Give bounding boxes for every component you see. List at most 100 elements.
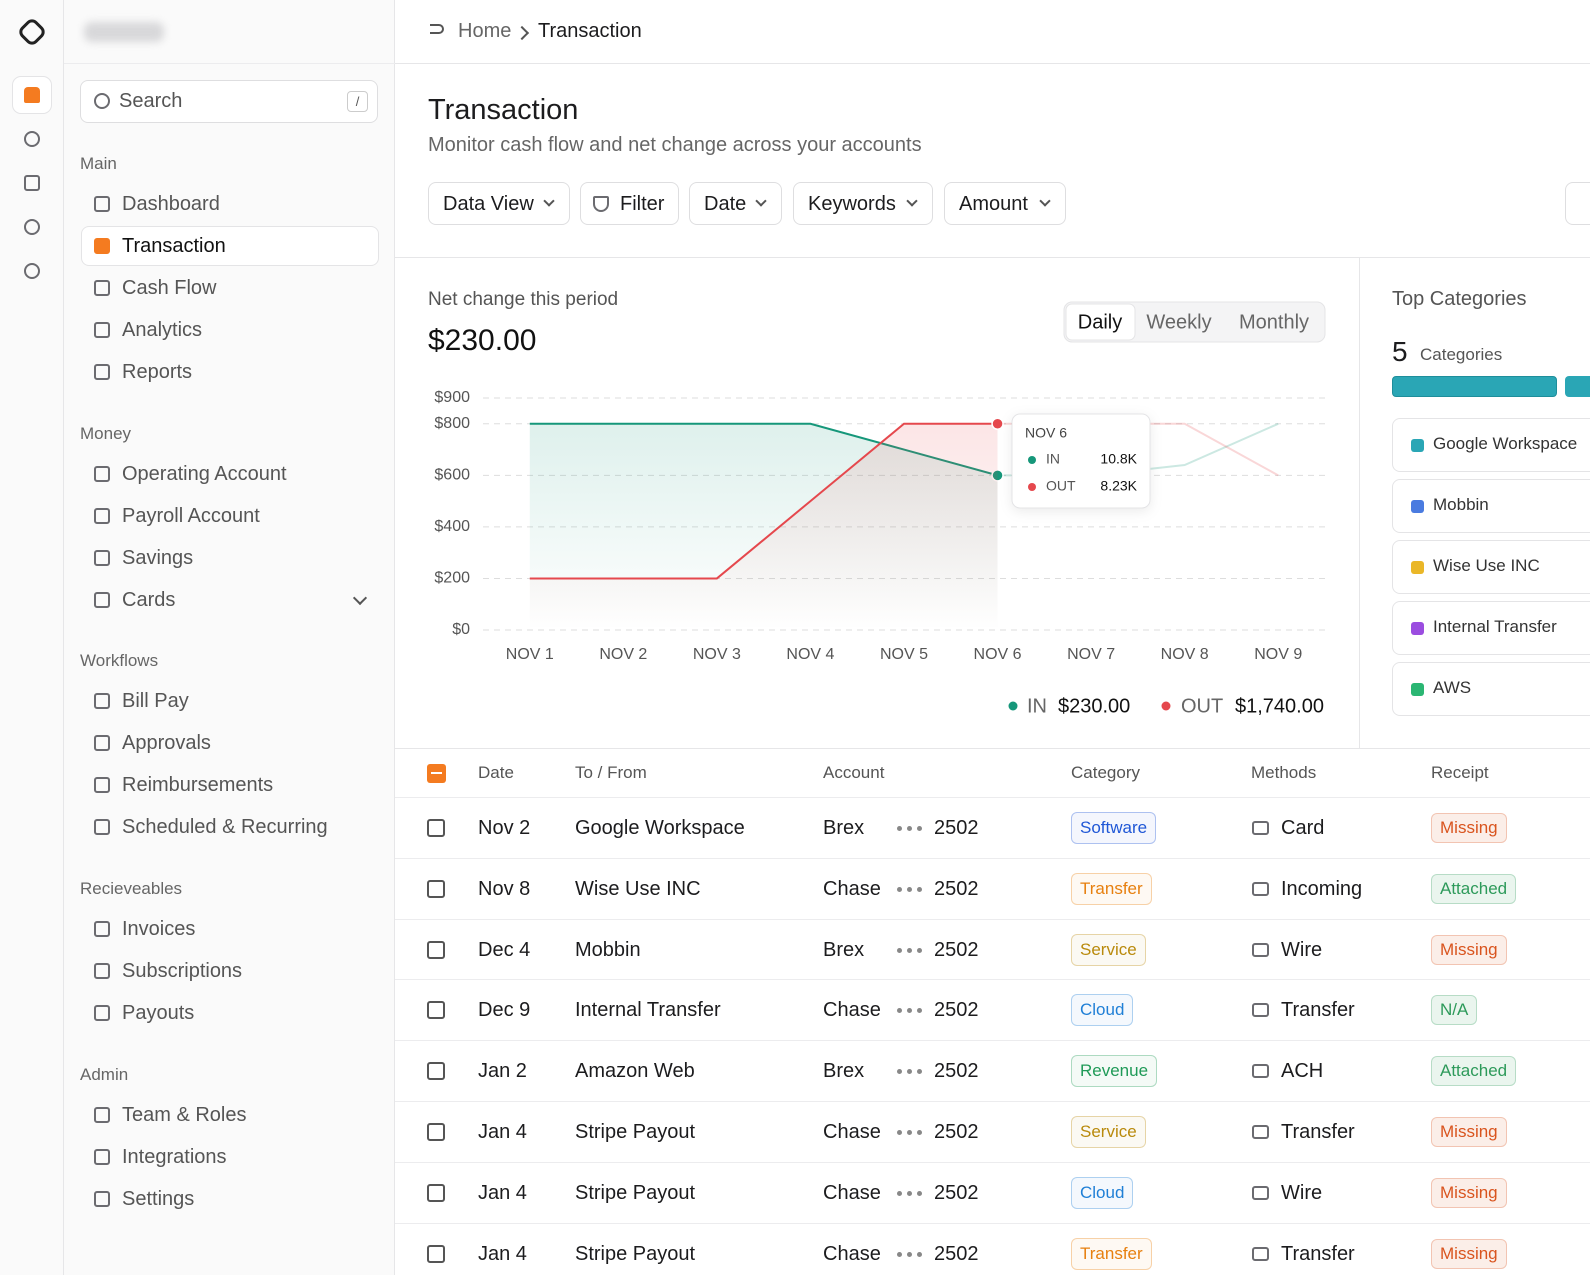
hover-dot <box>991 417 1004 431</box>
mask-dot <box>907 1069 912 1075</box>
tooltip-date: NOV 6 <box>1025 425 1067 441</box>
top-categories: Top Categories 5 Categories Google Workspac… <box>1360 258 1590 748</box>
nav-item[interactable]: Reimbursements <box>122 773 274 796</box>
row-checkbox[interactable] <box>427 1244 445 1263</box>
party: Stripe Payout <box>575 1242 696 1265</box>
rail-analytics[interactable] <box>24 175 40 191</box>
filter-button[interactable]: Filter <box>580 182 679 225</box>
more-button[interactable] <box>1565 182 1590 225</box>
filter-button[interactable]: Data View <box>428 182 570 225</box>
nav-item[interactable]: Settings <box>122 1187 195 1210</box>
nav-item[interactable]: Dashboard <box>122 192 220 215</box>
icon <box>94 920 110 937</box>
row-divider <box>395 1222 1590 1224</box>
y-tick-label: $600 <box>434 467 470 484</box>
icon <box>94 237 110 254</box>
nav-item[interactable]: Team & Roles <box>122 1103 247 1126</box>
nav-item[interactable]: Cards <box>122 588 176 611</box>
receipt-tag: Attached <box>1431 1056 1517 1087</box>
nav-item[interactable]: Savings <box>122 546 194 569</box>
period-option[interactable]: Monthly <box>1239 311 1309 333</box>
row-divider <box>395 857 1590 859</box>
rail-help[interactable] <box>24 263 40 279</box>
nav-item[interactable]: Subscriptions <box>122 959 243 982</box>
icon <box>1252 1185 1269 1200</box>
category-item[interactable]: Google Workspace <box>1392 418 1590 472</box>
nav-item[interactable]: Invoices <box>122 917 196 940</box>
filter-button[interactable]: Date <box>689 182 782 225</box>
category-item[interactable]: Internal Transfer <box>1392 601 1590 655</box>
x-tick-label: NOV 9 <box>1254 646 1302 663</box>
row-checkbox[interactable] <box>427 1183 445 1202</box>
account-last4: 2502 <box>934 817 979 839</box>
breadcrumb-home[interactable]: Home <box>458 20 512 42</box>
mask-dot <box>907 947 912 953</box>
select-all[interactable] <box>427 764 446 783</box>
x-tick-label: NOV 4 <box>786 646 834 663</box>
nav-item[interactable]: Analytics <box>122 318 203 341</box>
rail-globe[interactable] <box>24 131 40 147</box>
nav-item[interactable]: Transaction <box>122 234 226 257</box>
chart-label: Net change this period <box>428 289 618 310</box>
row-checkbox[interactable] <box>427 1062 445 1081</box>
mask-dot <box>907 1130 912 1135</box>
main: Home Transaction Transaction Monitor cas… <box>395 0 1590 1275</box>
rail-home[interactable] <box>12 76 52 114</box>
category-item[interactable]: Wise Use INC <box>1392 540 1590 594</box>
back-icon[interactable] <box>430 24 444 34</box>
row-checkbox[interactable] <box>427 879 445 898</box>
chart-total: $230.00 <box>428 324 536 357</box>
filter-button[interactable]: Amount <box>944 182 1066 225</box>
period-option[interactable]: Daily <box>1078 311 1122 333</box>
mask-dot <box>897 1251 902 1257</box>
mask-dot <box>917 1251 922 1257</box>
nav-item[interactable]: Reports <box>122 360 193 383</box>
bank: Brex <box>823 817 865 839</box>
search-box[interactable]: Search / <box>80 80 378 123</box>
tooltip-name: IN <box>1046 451 1060 467</box>
chevron <box>543 195 555 207</box>
search-placeholder: Search <box>119 90 183 112</box>
icon <box>1252 1064 1269 1079</box>
icon <box>94 279 110 296</box>
filter-button[interactable]: Keywords <box>793 182 933 225</box>
section-title: Workflows <box>80 651 159 670</box>
nav-item[interactable]: Integrations <box>122 1145 227 1168</box>
period-option[interactable]: Weekly <box>1146 311 1211 333</box>
category-tag: Transfer <box>1071 1237 1152 1270</box>
y-tick-label: $0 <box>452 621 470 638</box>
icon-rail <box>0 0 64 1275</box>
legend-name: IN <box>1027 695 1047 717</box>
nav-item[interactable]: Approvals <box>122 731 211 754</box>
icon <box>94 321 110 338</box>
nav-item[interactable]: Payroll Account <box>122 504 260 527</box>
row-checkbox[interactable] <box>427 940 445 959</box>
tooltip-name: OUT <box>1046 478 1076 494</box>
section-title: Recieveables <box>80 879 183 898</box>
mask-dot <box>897 1190 902 1196</box>
bank: Chase <box>823 1121 881 1143</box>
rail-settings[interactable] <box>24 219 40 235</box>
bank: Brex <box>823 938 865 961</box>
shortcut-key: / <box>347 91 368 112</box>
category-tag: Cloud <box>1071 1176 1134 1209</box>
category-tag: Transfer <box>1071 872 1152 905</box>
method: Wire <box>1281 938 1323 961</box>
method: ACH <box>1281 1060 1324 1083</box>
row-checkbox[interactable] <box>427 1001 445 1020</box>
method: Wire <box>1281 1181 1323 1204</box>
nav-item[interactable]: Bill Pay <box>122 689 189 712</box>
nav-item[interactable]: Scheduled & Recurring <box>122 815 328 838</box>
row-checkbox[interactable] <box>427 1123 445 1141</box>
filter-label: Filter <box>620 193 665 215</box>
category-item[interactable]: AWS <box>1392 662 1590 716</box>
nav-item[interactable]: Cash Flow <box>122 276 217 299</box>
legend-total: $230.00 <box>1058 695 1130 717</box>
nav-item[interactable]: Operating Account <box>122 462 287 485</box>
category-name: Mobbin <box>1433 495 1489 514</box>
nav-item[interactable]: Payouts <box>122 1001 195 1024</box>
x-tick-label: NOV 7 <box>1067 646 1115 663</box>
row-checkbox[interactable] <box>427 819 445 837</box>
section-title: Money <box>80 424 132 443</box>
category-item[interactable]: Mobbin <box>1392 479 1590 533</box>
